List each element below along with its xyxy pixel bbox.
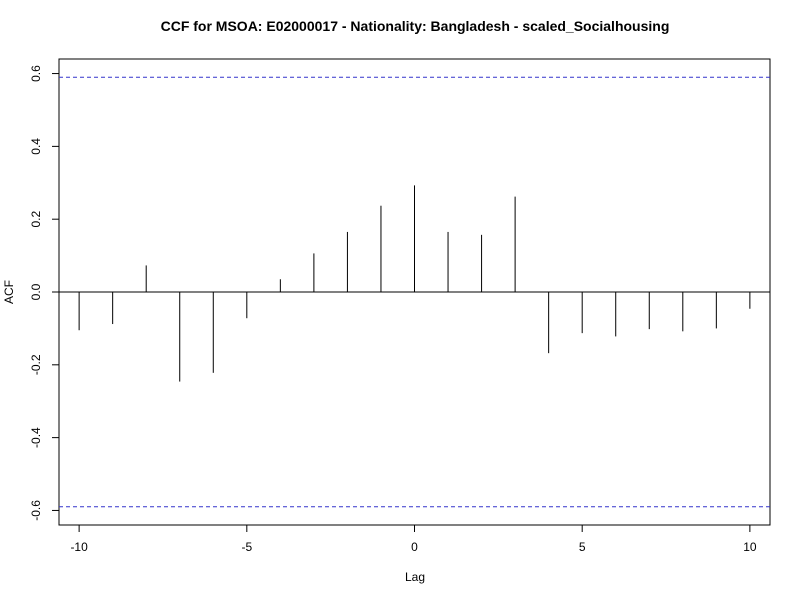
x-tick-label: 0	[411, 540, 418, 554]
x-tick-label: -5	[241, 540, 252, 554]
ccf-bars	[78, 185, 751, 382]
y-tick-label: 0.0	[29, 283, 43, 300]
y-tick-label: -0.6	[29, 500, 43, 521]
x-tick-label: 10	[743, 540, 757, 554]
x-tick-label: 5	[579, 540, 586, 554]
y-tick-label: -0.2	[29, 354, 43, 375]
y-tick-label: -0.4	[29, 427, 43, 448]
y-tick-label: 0.2	[29, 211, 43, 228]
y-axis: -0.6 -0.4 -0.2 0.0 0.2 0.4 0.6	[29, 65, 59, 521]
y-tick-label: 0.6	[29, 65, 43, 82]
chart-title: CCF for MSOA: E02000017 - Nationality: B…	[161, 18, 670, 34]
x-tick-label: -10	[70, 540, 88, 554]
x-axis-label: Lag	[405, 570, 425, 584]
y-tick-label: 0.4	[29, 138, 43, 155]
x-axis: -10 -5 0 5 10	[70, 525, 757, 554]
y-axis-label: ACF	[2, 280, 16, 304]
